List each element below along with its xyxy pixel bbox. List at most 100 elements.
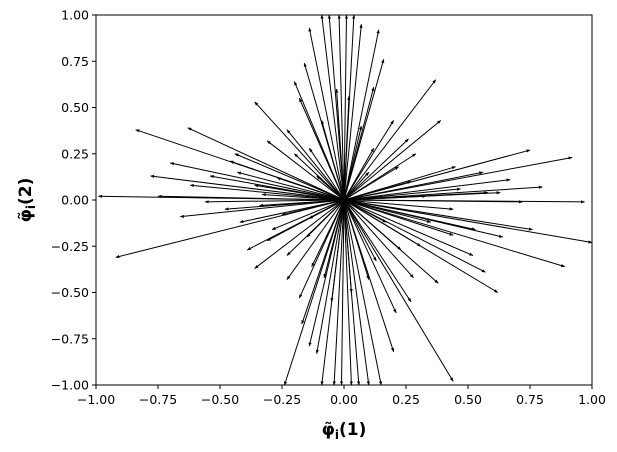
arrow-56 (286, 129, 345, 201)
arrow-52 (320, 15, 345, 201)
y-axis-label-paren: (2) (16, 178, 36, 205)
arrow-4 (254, 101, 345, 201)
x-tick-label: −1.00 (77, 392, 115, 407)
y-axis-ticks: −1.00 −0.75 −0.50 −0.25 0.00 0.25 0.50 0.75 1.00 (51, 8, 96, 393)
arrow-90 (254, 184, 345, 201)
arrow-3 (187, 127, 345, 201)
y-tick-label: 0.50 (61, 100, 89, 115)
arrow-10 (286, 199, 345, 280)
arrow-77 (343, 171, 484, 201)
arrow-76 (343, 187, 461, 201)
arrow-47 (343, 23, 363, 201)
x-tick-label: 0.75 (516, 392, 544, 407)
y-tick-label: −0.25 (51, 239, 89, 254)
arrow-85 (335, 88, 345, 201)
arrow-100 (343, 199, 387, 223)
arrow-21 (343, 199, 370, 385)
arrow-17 (332, 199, 345, 385)
y-tick-label: −1.00 (51, 378, 89, 393)
arrow-95 (306, 199, 345, 238)
arrow-53 (308, 27, 345, 201)
arrow-108 (293, 81, 345, 201)
arrow-35 (343, 199, 523, 204)
x-axis-ticks: −1.00 −0.75 −0.50 −0.25 0.00 0.25 0.50 0.75 1.00 (77, 385, 606, 407)
arrow-81 (343, 166, 399, 201)
arrow-87 (308, 147, 345, 201)
arrow-74 (343, 199, 476, 231)
arrow-68 (343, 199, 353, 293)
arrow-5 (150, 174, 345, 201)
arrow-80 (343, 138, 409, 201)
x-tick-label: 0.50 (454, 392, 482, 407)
arrow-73 (343, 199, 454, 236)
arrow-50 (337, 15, 345, 201)
arrow-49 (343, 15, 349, 201)
arrow-18 (339, 199, 345, 385)
arrow-98 (316, 175, 345, 201)
y-tick-label: 0.00 (61, 193, 89, 208)
arrow-41 (343, 120, 442, 201)
arrow-92 (259, 199, 345, 207)
y-tick-label: −0.50 (51, 285, 89, 300)
arrow-72 (343, 199, 422, 247)
arrow-104 (170, 162, 345, 201)
arrow-57 (266, 140, 345, 201)
arrow-97 (343, 171, 370, 201)
arrow-93 (281, 199, 345, 216)
arrow-6 (157, 194, 345, 201)
arrow-106 (343, 199, 474, 256)
y-axis-label: φ̃i(2) (16, 178, 38, 223)
y-axis-label-sub: i (24, 205, 38, 209)
arrow-84 (343, 96, 351, 201)
arrow-40 (343, 178, 511, 201)
arrow-60 (204, 199, 345, 204)
arrow-109 (343, 180, 412, 201)
arrow-83 (343, 125, 363, 201)
x-axis-label-sub: i (335, 428, 339, 442)
arrow-42 (343, 79, 437, 201)
arrow-66 (323, 199, 345, 279)
arrow-24 (343, 199, 397, 314)
arrow-32 (343, 199, 566, 268)
y-axis-label-main: φ̃ (16, 209, 36, 222)
arrow-22 (343, 199, 383, 385)
x-axis-label-paren: (1) (339, 420, 366, 440)
x-tick-label: −0.50 (201, 392, 239, 407)
x-axis-label: φ̃i(1) (322, 420, 367, 442)
arrow-14 (315, 199, 345, 354)
arrow-34 (343, 199, 592, 244)
arrow-65 (311, 199, 345, 267)
x-tick-label: −0.75 (139, 392, 177, 407)
y-tick-label: 1.00 (61, 8, 89, 23)
arrow-67 (330, 199, 345, 303)
arrow-86 (321, 120, 345, 201)
arrow-71 (343, 199, 402, 251)
arrow-99 (308, 199, 345, 219)
arrow-101 (343, 199, 432, 223)
x-axis-label-main: φ̃ (322, 420, 335, 440)
arrow-45 (343, 59, 385, 201)
arrow-70 (343, 199, 377, 262)
arrow-46 (343, 29, 380, 201)
x-tick-label: 0.25 (392, 392, 420, 407)
arrow-25 (343, 199, 412, 303)
arrow-105 (236, 171, 345, 201)
arrow-43 (343, 120, 395, 201)
y-tick-label: 0.75 (61, 54, 89, 69)
y-tick-label: 0.25 (61, 146, 89, 161)
arrow-15 (284, 199, 345, 385)
arrow-27 (343, 199, 454, 382)
x-tick-label: −0.25 (263, 392, 301, 407)
arrow-82 (343, 147, 375, 201)
arrow-107 (343, 199, 414, 279)
x-tick-label: 1.00 (578, 392, 606, 407)
arrow-75 (343, 199, 454, 211)
arrow-9 (254, 199, 345, 269)
y-tick-label: −0.75 (51, 331, 89, 346)
arrow-63 (271, 199, 345, 231)
arrow-69 (343, 199, 370, 280)
arrow-7 (179, 199, 345, 218)
arrow-102 (234, 153, 345, 201)
arrows-layer (98, 15, 592, 385)
